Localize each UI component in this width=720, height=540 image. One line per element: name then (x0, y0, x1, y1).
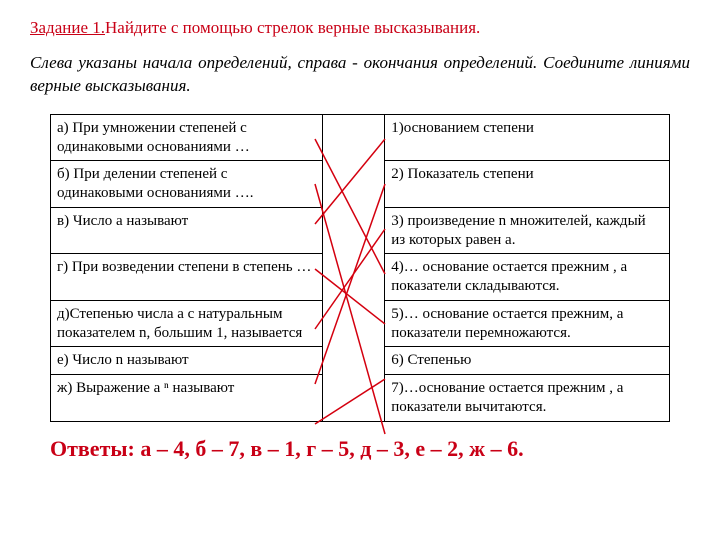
right-cell: 7)…основание остается прежним , а показа… (385, 375, 670, 422)
task-heading: Найдите с помощью стрелок верные высказы… (105, 18, 480, 37)
task-label: Задание 1. (30, 18, 105, 37)
match-table: а) При умножении степеней с одинаковыми … (50, 114, 670, 422)
answers-line: Ответы: а – 4, б – 7, в – 1, г – 5, д – … (50, 436, 690, 462)
right-cell: 6) Степенью (385, 347, 670, 375)
right-cell: 1)основанием степени (385, 114, 670, 161)
right-cell: 2) Показатель степени (385, 161, 670, 208)
right-cell: 4)… основание остается прежним , а показ… (385, 254, 670, 301)
left-cell: е) Число n называют (51, 347, 323, 375)
left-cell: а) При умножении степеней с одинаковыми … (51, 114, 323, 161)
left-cell: г) При возведении степени в степень … (51, 254, 323, 301)
page: Задание 1.Найдите с помощью стрелок верн… (0, 0, 720, 540)
left-cell: ж) Выражение a ⁿ называют (51, 375, 323, 422)
table-wrap: а) При умножении степеней с одинаковыми … (50, 114, 670, 422)
task-intro: Слева указаны начала определений, справа… (30, 52, 690, 98)
task-title: Задание 1.Найдите с помощью стрелок верн… (30, 18, 690, 38)
left-cell: б) При делении степеней с одинаковыми ос… (51, 161, 323, 208)
left-cell: в) Число a называют (51, 207, 323, 254)
middle-cell (323, 114, 385, 421)
table-row: а) При умножении степеней с одинаковыми … (51, 114, 670, 161)
right-cell: 3) произведение n множителей, каждый из … (385, 207, 670, 254)
right-cell: 5)… основание остается прежним, а показа… (385, 300, 670, 347)
left-cell: д)Степенью числа a с натуральным показат… (51, 300, 323, 347)
